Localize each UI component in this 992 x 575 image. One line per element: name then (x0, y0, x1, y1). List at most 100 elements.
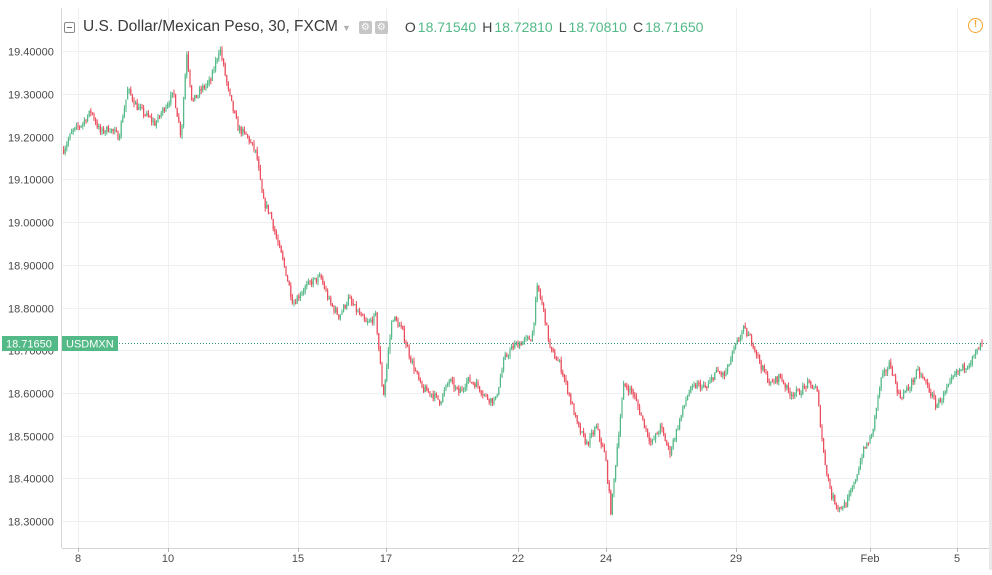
y-tick-label: 19.30000 (8, 90, 54, 102)
candle-body (930, 391, 932, 396)
candle-body (343, 305, 345, 312)
candle-body (711, 377, 713, 381)
candle-body (653, 439, 655, 441)
candle-body (573, 403, 575, 416)
candle-body (863, 447, 865, 458)
candle-body (371, 319, 373, 323)
candle-body (207, 82, 209, 86)
candle-body (179, 122, 181, 136)
candle-body (304, 286, 306, 292)
candle-body (375, 312, 377, 315)
candle-body (827, 474, 829, 480)
candle-body (586, 441, 588, 444)
settings-icon[interactable]: ⚙ (358, 20, 372, 34)
candle-body (267, 204, 269, 213)
candle-body (184, 74, 186, 100)
candle-body (528, 336, 530, 340)
candle-body (736, 340, 738, 344)
candle-body (867, 443, 869, 445)
candle-body (591, 432, 593, 436)
candle-body (960, 369, 962, 371)
candle-body (939, 399, 941, 403)
candle-body (333, 306, 335, 312)
candle-body (775, 376, 777, 383)
candle-body (707, 383, 709, 388)
candle-body (675, 429, 677, 440)
candle-body (834, 495, 836, 504)
candle-body (887, 369, 889, 373)
open-label: O (404, 19, 416, 35)
candle-body (565, 378, 567, 382)
candle-body (512, 346, 514, 348)
candle-body (968, 365, 970, 368)
candle-body (832, 495, 834, 499)
candle-body (970, 362, 972, 366)
candle-body (447, 383, 449, 386)
candle-body (637, 400, 639, 407)
candle-body (911, 379, 913, 389)
candle-body (490, 398, 492, 403)
candle-body (949, 380, 951, 385)
candle-body (135, 102, 137, 105)
candle-body (971, 356, 973, 363)
x-tick-label: 22 (512, 553, 524, 565)
candle-body (680, 414, 682, 420)
candle-body (533, 322, 535, 333)
candle-body (187, 54, 189, 71)
candle-body (728, 364, 730, 366)
candle-body (224, 63, 226, 76)
candle-body (95, 119, 97, 123)
price-axis: 18.3000018.4000018.5000018.6000018.70000… (8, 47, 54, 529)
candle-body (395, 316, 397, 321)
candle-body (117, 131, 119, 140)
candle-body (603, 446, 605, 453)
candle-body (599, 429, 601, 439)
candle-body (890, 362, 892, 368)
candle-body (669, 446, 671, 455)
symbol-title[interactable]: U.S. Dollar/Mexican Peso, 30, FXCM (83, 18, 338, 35)
high-label: H (482, 19, 493, 35)
candle-body (451, 379, 453, 381)
candle-body (139, 106, 141, 108)
candle-body (114, 130, 116, 132)
candle-body (643, 418, 645, 428)
candle-body (907, 387, 909, 390)
candle-body (695, 384, 697, 388)
candle-body (120, 122, 122, 136)
candle-body (365, 319, 367, 323)
candle-body (128, 89, 130, 91)
candle-body (480, 390, 482, 394)
candle-body (507, 355, 509, 357)
candle-body (519, 343, 521, 348)
source-icon[interactable]: ⚙ (374, 20, 388, 34)
candle-body (125, 99, 127, 109)
candle-body (667, 444, 669, 447)
alert-icon[interactable]: ! (968, 18, 983, 33)
candle-body (115, 130, 117, 132)
candle-body (191, 85, 193, 100)
candle-body (517, 342, 519, 348)
y-tick-label: 19.00000 (8, 218, 54, 230)
candle-body (355, 304, 357, 312)
candle-body (459, 388, 461, 393)
candle-body (141, 106, 143, 108)
candle-body (240, 127, 242, 134)
candle-body (951, 377, 953, 381)
candle-body (130, 89, 132, 95)
candle-body (952, 375, 954, 378)
candle-body (592, 432, 594, 435)
candle-body (239, 127, 241, 131)
candle-body (283, 258, 285, 267)
candle-body (864, 447, 866, 449)
candle-body (816, 386, 818, 392)
candle-body (143, 107, 145, 115)
candle-body (498, 387, 500, 395)
collapse-icon[interactable] (64, 21, 75, 33)
candle-body (317, 276, 319, 282)
candle-body (541, 297, 543, 304)
candle-body (605, 452, 607, 461)
chevron-down-icon[interactable]: ▼ (341, 23, 351, 33)
candle-body (818, 391, 820, 406)
